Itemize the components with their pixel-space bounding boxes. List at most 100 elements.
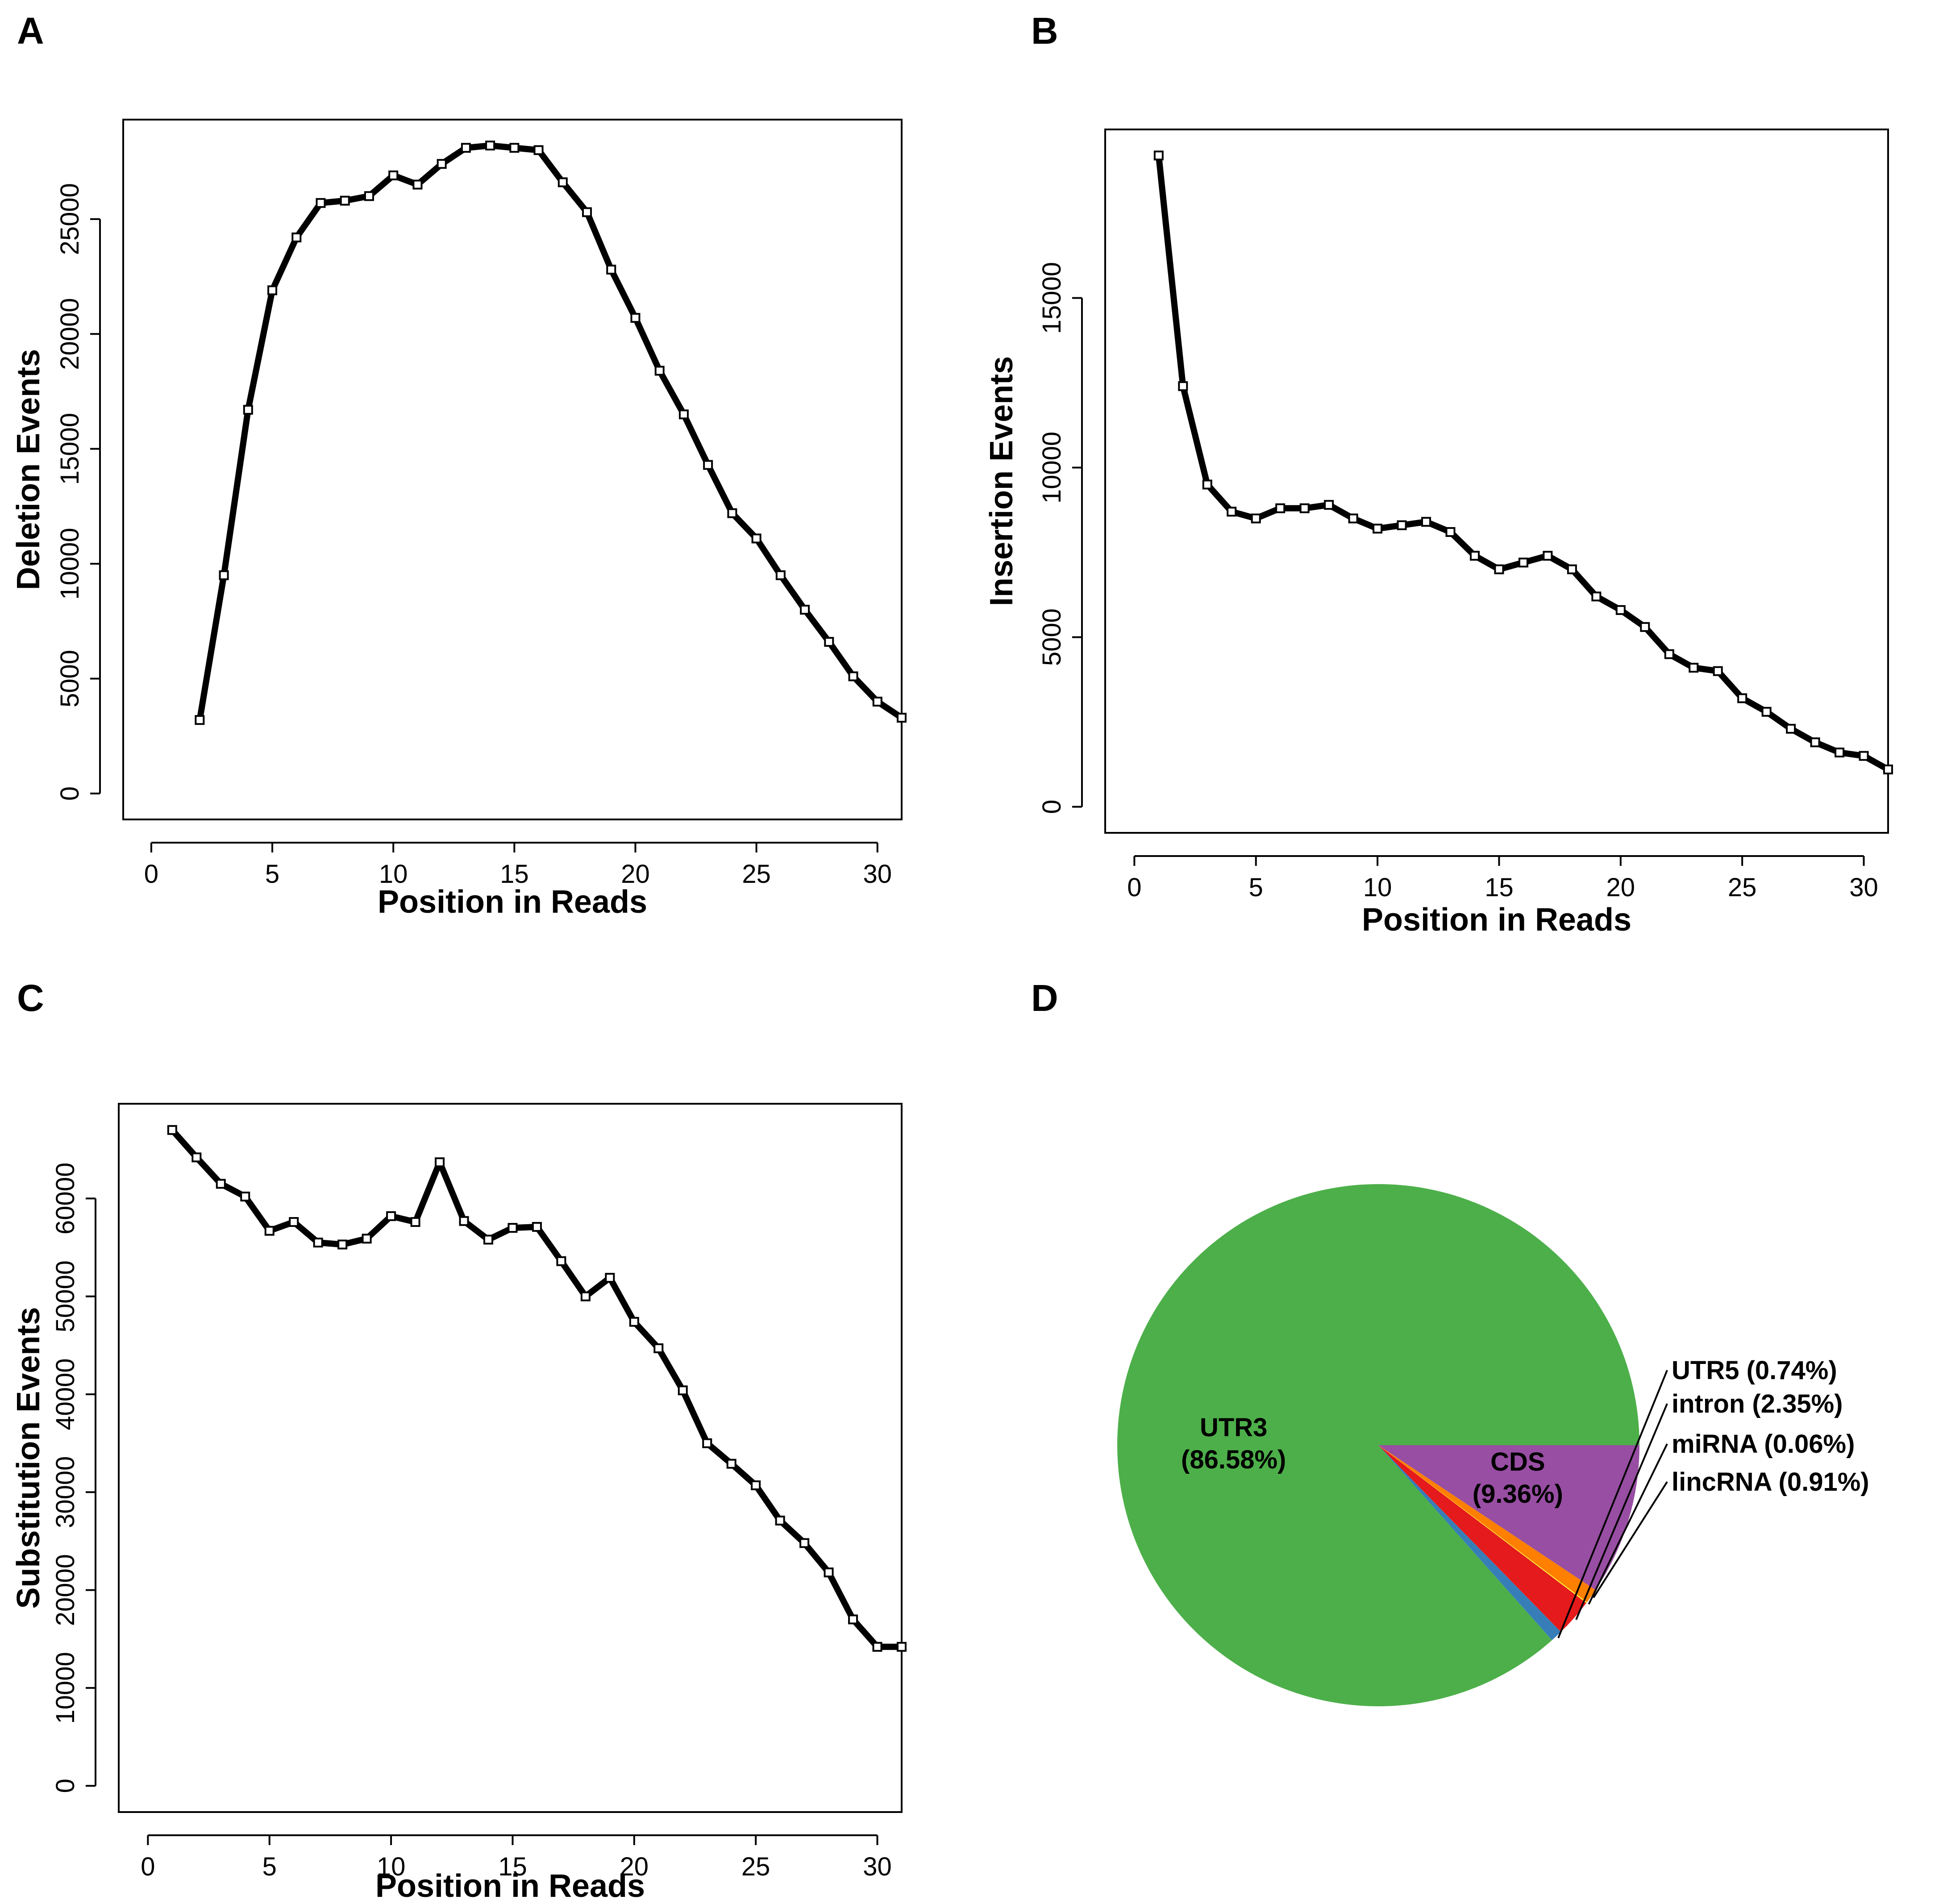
- data-point: [437, 159, 447, 169]
- data-point: [824, 1567, 834, 1578]
- pie-label-utr3-percent: (86.58%): [1181, 1445, 1286, 1474]
- data-point: [240, 1191, 250, 1201]
- data-point: [509, 143, 520, 153]
- data-point: [580, 1291, 591, 1301]
- data-point: [678, 409, 689, 420]
- data-point: [775, 570, 786, 580]
- x-tick-label: 10: [377, 1852, 406, 1881]
- pie-label-intron: intron (2.35%): [1672, 1389, 1843, 1418]
- x-tick-label: 20: [620, 1852, 649, 1881]
- data-point: [316, 198, 326, 208]
- y-tick-label: 50000: [51, 1260, 80, 1332]
- y-tick-label: 20000: [51, 1554, 80, 1626]
- pie-label-cds-name: CDS: [1490, 1447, 1545, 1476]
- data-point: [1275, 503, 1286, 513]
- data-point: [848, 1614, 858, 1625]
- panel-letter-c: C: [17, 977, 44, 1019]
- pie-leader-lincrna: [1593, 1481, 1668, 1598]
- data-point: [337, 1239, 348, 1250]
- data-point: [703, 460, 713, 470]
- data-point: [313, 1237, 323, 1247]
- data-point: [799, 1538, 810, 1548]
- plot-frame: [118, 1103, 903, 1813]
- data-point: [1689, 663, 1699, 673]
- data-point: [508, 1223, 518, 1233]
- data-point: [1153, 150, 1164, 161]
- data-point: [1543, 551, 1553, 561]
- x-tick-label: 30: [1849, 873, 1878, 902]
- data-point: [1227, 507, 1237, 517]
- chart-panel-a: 0 5 10 15 20 25 30 0 5000 10000 15000 20000 25000 Pos…: [11, 119, 907, 920]
- y-tick-label: 10000: [51, 1652, 80, 1724]
- data-point: [364, 191, 374, 201]
- y-tick-label: 5000: [1037, 608, 1066, 666]
- data-point: [1469, 551, 1480, 561]
- pie-slice-mirna: [1378, 1445, 1587, 1603]
- x-tick-label: 0: [144, 860, 158, 889]
- data-point: [824, 637, 834, 647]
- x-tick-label: 0: [141, 1852, 155, 1881]
- data-point: [435, 1157, 445, 1168]
- data-point: [1737, 693, 1747, 703]
- pie-label-mirna: miRNA (0.06%): [1672, 1430, 1855, 1459]
- data-point: [848, 671, 858, 682]
- chart-panel-b: 0 5 10 15 20 25 30 0 5000 10000 15000 Position in R…: [984, 129, 1893, 938]
- x-tick-label: 10: [379, 860, 408, 889]
- data-point: [388, 170, 399, 181]
- x-tick-label: 25: [1728, 873, 1757, 902]
- x-tick-label: 20: [621, 860, 650, 889]
- data-point: [1567, 564, 1577, 574]
- data-point: [678, 1385, 688, 1396]
- data-point: [1518, 557, 1528, 568]
- data-point: [872, 1642, 882, 1652]
- y-tick-label: 40000: [51, 1358, 80, 1430]
- x-tick-label: 20: [1606, 873, 1635, 902]
- data-point: [751, 1480, 761, 1490]
- y-axis-title: Deletion Events: [11, 349, 46, 590]
- x-axis-title: Position in Reads: [1362, 902, 1631, 938]
- data-point: [1591, 591, 1602, 602]
- data-point: [1761, 707, 1772, 717]
- data-point: [897, 713, 907, 723]
- y-axis-title: Substitution Events: [11, 1307, 46, 1609]
- data-point: [219, 570, 229, 580]
- chart-panel-c: 0 5 10 15 20 25 30 0 10000 20000 30000 40000 50000 60…: [11, 1103, 907, 1904]
- data-point: [1810, 737, 1820, 748]
- x-tick-label: 5: [265, 860, 279, 889]
- data-point: [1883, 765, 1893, 775]
- data-point: [1835, 748, 1845, 758]
- y-tick-label: 15000: [55, 413, 84, 485]
- x-tick-label: 15: [498, 1852, 527, 1881]
- data-point: [243, 405, 253, 415]
- data-point: [1251, 513, 1261, 524]
- pie-leader-mirna: [1588, 1443, 1668, 1605]
- data-point: [386, 1211, 396, 1221]
- data-point: [412, 179, 423, 190]
- x-tick-label: 0: [1127, 873, 1141, 902]
- data-point: [1373, 524, 1383, 534]
- data-point: [1615, 605, 1626, 615]
- data-point: [485, 141, 495, 151]
- data-point: [582, 207, 592, 217]
- data-point: [654, 366, 665, 376]
- pie-slice-utr5: [1378, 1445, 1561, 1640]
- x-tick-label: 10: [1363, 873, 1392, 902]
- pie-slice-cds: [1378, 1445, 1639, 1590]
- data-point: [216, 1179, 226, 1189]
- data-point: [191, 1152, 202, 1163]
- x-tick-label: 30: [863, 860, 892, 889]
- y-tick-label: 30000: [51, 1456, 80, 1528]
- data-point: [897, 1642, 907, 1652]
- data-point: [1421, 517, 1431, 527]
- pie-label-utr5: UTR5 (0.74%): [1672, 1356, 1837, 1385]
- panel-letter-b: B: [1031, 10, 1058, 52]
- x-axis-title: Position in Reads: [378, 884, 647, 920]
- pie-slice-intron: [1378, 1445, 1587, 1632]
- data-point: [340, 195, 350, 206]
- data-point: [410, 1217, 420, 1227]
- data-point: [291, 233, 302, 243]
- data-point: [1348, 513, 1358, 524]
- y-tick-label: 25000: [55, 183, 84, 255]
- pie-leader-intron: [1575, 1403, 1668, 1620]
